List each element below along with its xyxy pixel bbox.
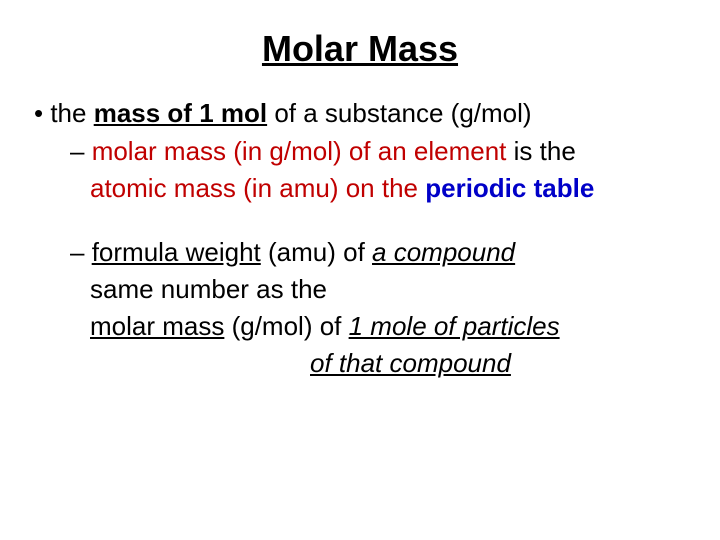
sub2-postmm: (g/mol) of xyxy=(224,311,348,341)
bullet-emph: mass of 1 mol xyxy=(94,98,267,128)
sub2-postfw: (amu) of xyxy=(261,237,372,267)
sub2-mm: molar mass xyxy=(90,311,224,341)
sub2-compound: a compound xyxy=(372,237,515,267)
slide-content: Molar Mass • the mass of 1 mol of a subs… xyxy=(0,0,720,401)
sub1-mid1: (in g/mol) of an element xyxy=(226,136,506,166)
sub2-onemole: 1 mole of particles xyxy=(349,311,560,341)
sub1-red2: atomic mass xyxy=(90,173,236,203)
sub2-fw: formula weight xyxy=(92,237,261,267)
slide-title: Molar Mass xyxy=(30,28,690,70)
sub1-mid2: (in amu) on the xyxy=(236,173,425,203)
sub2-line1: – formula weight (amu) of a compound xyxy=(70,236,690,269)
sub2-line2: same number as the xyxy=(90,273,690,306)
sub1-line2: atomic mass (in amu) on the periodic tab… xyxy=(90,172,690,205)
spacer xyxy=(30,210,690,236)
sub1-red1: molar mass xyxy=(92,136,226,166)
sub1-blue: periodic table xyxy=(425,173,594,203)
dash1: – xyxy=(70,136,92,166)
bullet-post: of a substance (g/mol) xyxy=(267,98,531,128)
sub2-line3: molar mass (g/mol) of 1 mole of particle… xyxy=(90,310,690,343)
dash2: – xyxy=(70,237,92,267)
sub1-line1: – molar mass (in g/mol) of an element is… xyxy=(70,135,690,168)
sub2-line4: of that compound xyxy=(310,347,690,380)
sub1-black1: is the xyxy=(506,136,575,166)
bullet-main: • the mass of 1 mol of a substance (g/mo… xyxy=(34,98,690,129)
bullet-pre: the xyxy=(50,98,93,128)
